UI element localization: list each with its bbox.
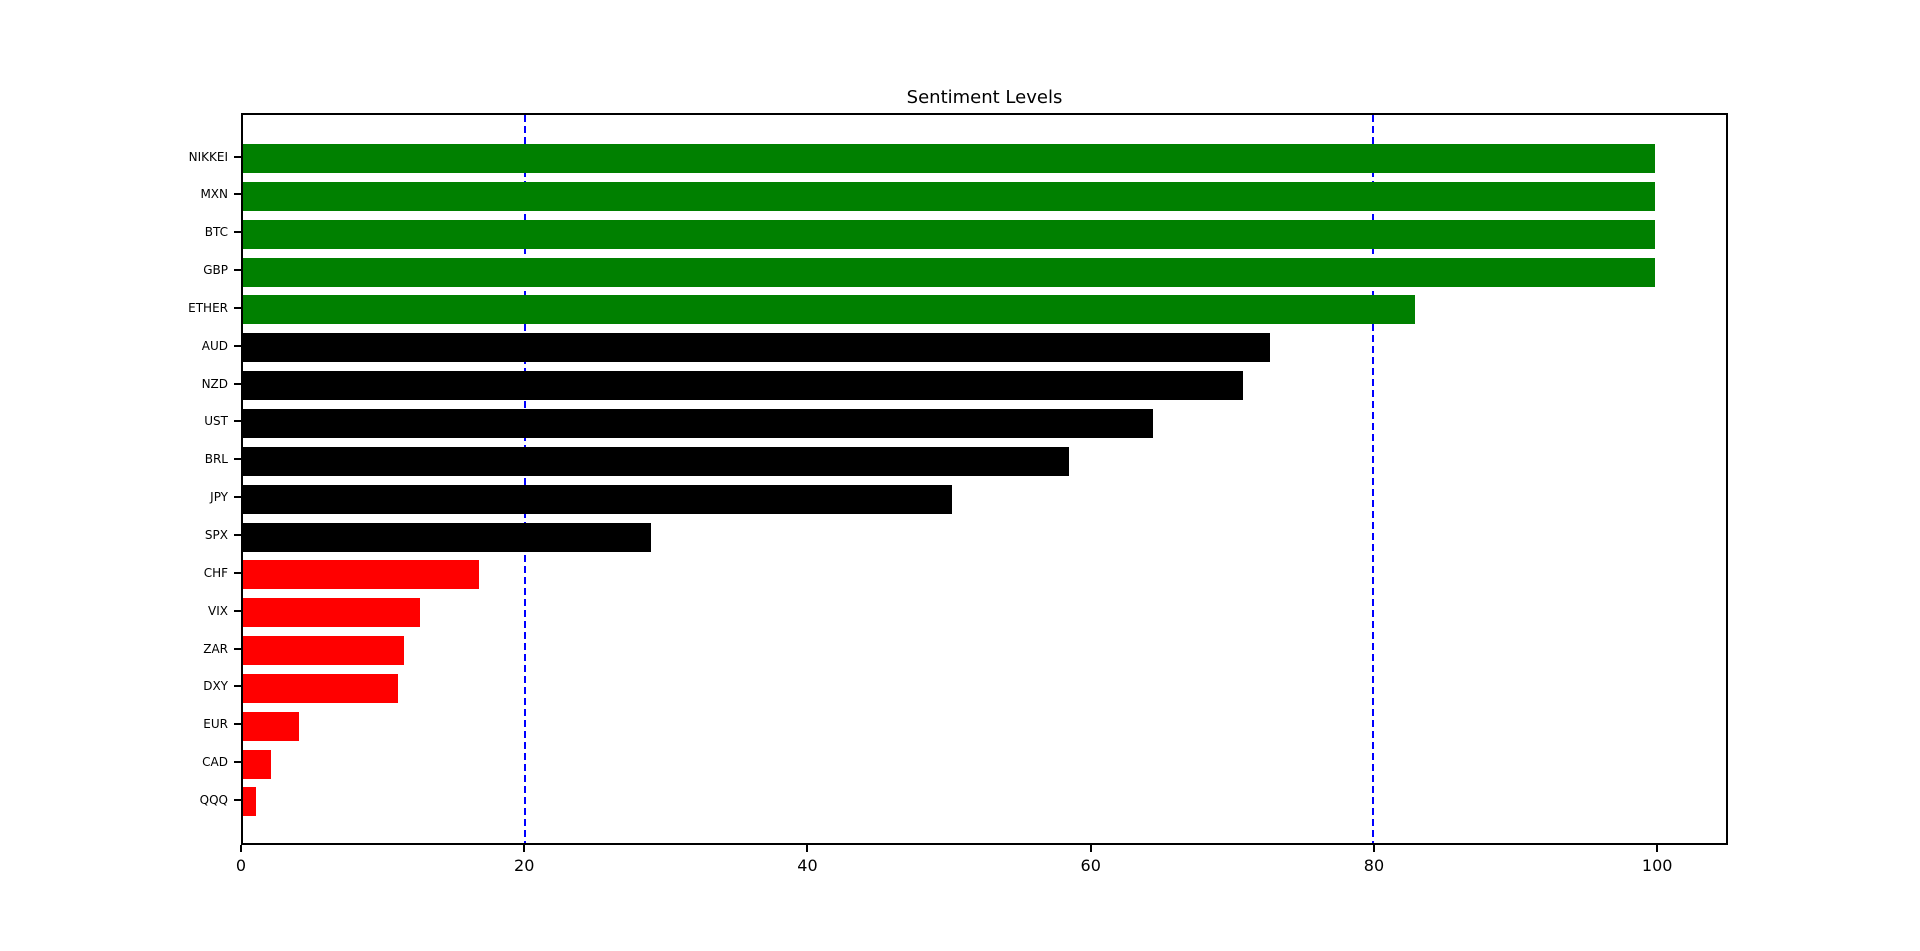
x-tick-label-20: 20: [514, 856, 535, 875]
bar-row-vix: [243, 598, 1726, 628]
y-tick-label-qqq: QQQ: [199, 792, 228, 807]
bar-row-brl: [243, 446, 1726, 476]
y-tick-label-ether: ETHER: [188, 300, 228, 315]
x-tick-mark-0: [240, 845, 242, 852]
plot-inner: [243, 115, 1726, 843]
bar-row-aud: [243, 333, 1726, 363]
bar-row-gbp: [243, 257, 1726, 287]
bar-zar: [243, 636, 404, 666]
y-tick-mark-cad: [234, 761, 241, 764]
bar-ether: [243, 295, 1416, 325]
bar-qqq: [243, 787, 256, 817]
bar-row-dxy: [243, 673, 1726, 703]
x-axis: 0 20 40 60 80 100: [236, 845, 1728, 895]
bar-row-cad: [243, 749, 1726, 779]
bar-nzd: [243, 371, 1243, 401]
bar-ust: [243, 408, 1153, 438]
bar-row-btc: [243, 219, 1726, 249]
y-tick-mark-chf: [234, 571, 241, 574]
bar-nikkei: [243, 144, 1656, 173]
y-tick-label-dxy: DXY: [203, 679, 228, 694]
y-tick-mark-eur: [234, 723, 241, 726]
x-tick-label-100: 100: [1641, 856, 1673, 875]
bar-row-nzd: [243, 371, 1726, 401]
bar-btc: [243, 219, 1656, 249]
x-tick-label-0: 0: [235, 856, 247, 875]
y-tick-label-brl: BRL: [204, 452, 228, 467]
y-tick-label-ust: UST: [204, 414, 228, 429]
y-tick-label-mxn: MXN: [200, 187, 228, 202]
bar-aud: [243, 333, 1270, 363]
y-tick-mark-btc: [234, 231, 241, 234]
bar-chf: [243, 560, 479, 590]
y-tick-mark-nikkei: [234, 155, 241, 158]
x-tick-mark-80: [1372, 845, 1375, 852]
y-tick-label-nikkei: NIKKEI: [188, 149, 228, 164]
plot-area: [241, 113, 1728, 845]
chart-title: Sentiment Levels: [906, 87, 1063, 108]
y-tick-label-jpy: JPY: [210, 490, 228, 505]
y-tick-label-chf: CHF: [203, 565, 228, 580]
bar-eur: [243, 711, 300, 741]
y-tick-label-vix: VIX: [208, 603, 228, 618]
y-tick-label-gbp: GBP: [203, 263, 228, 278]
y-tick-mark-aud: [234, 344, 241, 347]
y-tick-label-zar: ZAR: [203, 641, 228, 656]
bar-brl: [243, 446, 1070, 476]
y-tick-mark-dxy: [234, 685, 241, 688]
y-tick-mark-brl: [234, 458, 241, 461]
y-axis: NIKKEI MXN BTC GBP ETHER AUD NZD UST BRL JPY SPX CH…: [0, 113, 241, 845]
y-tick-mark-qqq: [234, 798, 241, 801]
x-tick-mark-20: [523, 845, 526, 852]
bar-jpy: [243, 484, 952, 514]
x-tick-mark-40: [806, 845, 809, 852]
y-tick-label-nzd: NZD: [201, 376, 228, 391]
y-tick-mark-jpy: [234, 496, 241, 499]
y-tick-mark-mxn: [234, 193, 241, 196]
x-tick-mark-60: [1089, 845, 1092, 852]
y-tick-mark-zar: [234, 647, 241, 650]
y-tick-mark-gbp: [234, 269, 241, 272]
y-tick-label-eur: EUR: [203, 717, 228, 732]
x-tick-label-60: 60: [1080, 856, 1101, 875]
y-tick-mark-ether: [234, 306, 241, 309]
bar-mxn: [243, 181, 1656, 211]
reference-line-x80: [1371, 115, 1374, 843]
bar-dxy: [243, 673, 399, 703]
y-tick-mark-ust: [234, 420, 241, 423]
y-tick-label-btc: BTC: [204, 225, 228, 240]
bar-row-eur: [243, 711, 1726, 741]
y-tick-label-cad: CAD: [202, 755, 228, 770]
bar-row-ether: [243, 295, 1726, 325]
bar-row-spx: [243, 522, 1726, 552]
y-tick-label-aud: AUD: [201, 338, 228, 353]
bar-row-qqq: [243, 787, 1726, 817]
bar-row-mxn: [243, 181, 1726, 211]
bar-cad: [243, 749, 272, 779]
x-tick-label-40: 40: [797, 856, 818, 875]
reference-line-x20: [524, 115, 527, 843]
bar-row-jpy: [243, 484, 1726, 514]
bar-gbp: [243, 257, 1656, 287]
y-tick-label-spx: SPX: [204, 528, 228, 542]
x-tick-mark-100: [1656, 845, 1659, 852]
y-tick-mark-spx: [234, 534, 241, 536]
x-tick-label-80: 80: [1363, 856, 1385, 875]
bar-row-nikkei: [243, 144, 1726, 173]
y-tick-mark-nzd: [234, 382, 241, 385]
bar-row-zar: [243, 636, 1726, 666]
bar-spx: [243, 522, 652, 552]
bar-vix: [243, 598, 420, 628]
y-tick-mark-vix: [234, 609, 241, 612]
bar-row-ust: [243, 408, 1726, 438]
bar-row-chf: [243, 560, 1726, 590]
